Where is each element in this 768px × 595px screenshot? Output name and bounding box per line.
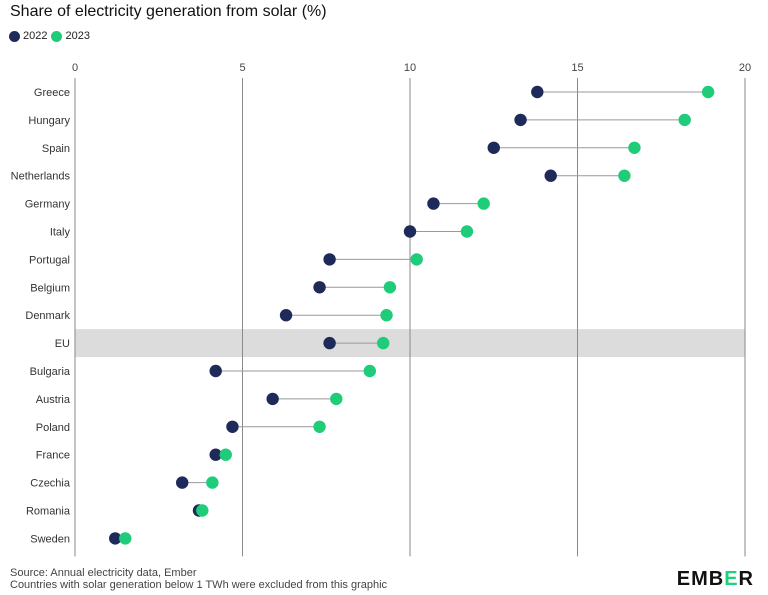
legend: 2022 2023 <box>9 30 90 42</box>
point-2023 <box>460 225 474 238</box>
category-label: Greece <box>34 87 70 99</box>
point-2023 <box>377 336 390 350</box>
point-2023 <box>380 309 393 322</box>
point-2022 <box>209 364 222 378</box>
category-label: Czechia <box>30 478 71 490</box>
note-text: Countries with solar generation below 1 … <box>10 579 388 591</box>
legend-label-2023: 2023 <box>65 30 90 42</box>
legend-item-2022: 2022 <box>9 30 47 42</box>
legend-dot-2022-icon <box>9 30 20 42</box>
category-label: Denmark <box>25 310 70 322</box>
dumbbell-chart: 0 5 10 15 20 Greece Hungary Spain Netherlands Ger… <box>11 62 751 557</box>
category-label: Italy <box>50 227 71 239</box>
category-label: Germany <box>25 199 71 211</box>
point-2022 <box>176 476 189 489</box>
category-label: Austria <box>36 394 71 406</box>
point-2022 <box>514 113 527 127</box>
category-label: Poland <box>36 422 70 434</box>
category-label: Hungary <box>28 115 70 127</box>
point-2023 <box>119 532 132 545</box>
point-2022 <box>109 532 122 545</box>
point-2023 <box>628 141 641 154</box>
source-text: Source: Annual electricity data, Ember <box>10 567 197 579</box>
category-label: Netherlands <box>11 171 71 183</box>
category-label: Romania <box>26 506 71 518</box>
category-label: Belgium <box>30 282 70 294</box>
point-2023 <box>383 281 397 294</box>
x-tick-label: 10 <box>404 62 416 74</box>
point-2022 <box>209 448 222 461</box>
x-tick-label: 5 <box>239 62 245 74</box>
point-2022 <box>487 141 500 154</box>
point-2023 <box>410 253 423 266</box>
point-2022 <box>403 225 417 238</box>
point-2023 <box>196 504 209 517</box>
legend-label-2022: 2022 <box>23 30 48 42</box>
x-tick-label: 0 <box>72 62 78 74</box>
point-2022 <box>279 309 293 322</box>
point-2023 <box>219 448 232 461</box>
legend-item-2023: 2023 <box>51 30 90 42</box>
ember-logo: EMBER <box>676 568 754 590</box>
category-label: Bulgaria <box>30 366 71 378</box>
category-label: Sweden <box>30 533 70 545</box>
point-2023 <box>678 113 691 127</box>
point-2023 <box>206 476 219 489</box>
point-2023 <box>618 169 631 182</box>
legend-dot-2023-icon <box>51 30 63 42</box>
point-2022 <box>323 253 336 266</box>
point-2022 <box>266 392 279 406</box>
point-2023 <box>330 392 343 406</box>
category-label: Spain <box>42 143 70 155</box>
category-label: France <box>36 450 70 462</box>
point-2023 <box>477 197 490 210</box>
point-2023 <box>313 420 326 433</box>
chart-title: Share of electricity generation from sol… <box>10 3 327 20</box>
point-2023 <box>701 85 715 99</box>
point-2022 <box>531 85 544 99</box>
footer: Source: Annual electricity data, Ember C… <box>10 567 387 591</box>
point-2023 <box>363 364 376 378</box>
point-2022 <box>313 281 326 294</box>
x-tick-label: 15 <box>571 62 583 74</box>
category-label: EU <box>55 338 70 350</box>
point-2022 <box>544 169 557 182</box>
x-tick-label: 20 <box>739 62 751 74</box>
point-2022 <box>323 336 336 350</box>
category-label: Portugal <box>29 254 70 266</box>
point-2022 <box>226 420 239 433</box>
point-2022 <box>427 197 440 210</box>
